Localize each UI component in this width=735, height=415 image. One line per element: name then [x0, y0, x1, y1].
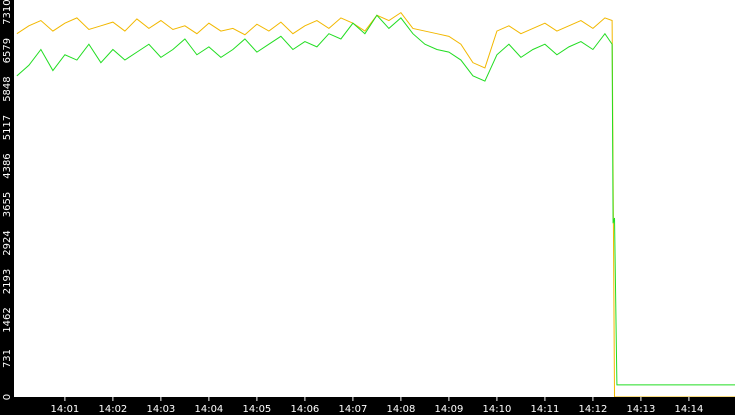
y-tick-label: 2924 — [2, 230, 13, 255]
x-tick-label: 14:08 — [386, 404, 415, 415]
x-tick-label: 14:01 — [50, 404, 79, 415]
series-line — [16, 11, 735, 398]
x-tick-label: 14:09 — [434, 404, 463, 415]
x-tick-label: 14:06 — [290, 404, 319, 415]
x-axis-bar — [0, 397, 735, 415]
x-tick-label: 14:14 — [675, 404, 704, 415]
x-tick-label: 14:11 — [530, 404, 559, 415]
y-tick-label: 6579 — [2, 38, 13, 63]
y-tick-label: 5117 — [2, 115, 13, 140]
y-tick-label: 7310 — [2, 0, 13, 25]
series-line — [16, 14, 735, 386]
y-tick-label: 5848 — [2, 76, 13, 101]
x-tick-label: 14:04 — [194, 404, 223, 415]
x-tick-label: 14:07 — [338, 404, 367, 415]
y-tick-label: 731 — [2, 349, 13, 368]
y-tick-label: 0 — [2, 394, 13, 400]
x-tick-label: 14:13 — [627, 404, 656, 415]
y-tick-label: 4386 — [2, 153, 13, 178]
y-tick-label: 3655 — [2, 192, 13, 217]
x-tick-label: 14:05 — [242, 404, 271, 415]
x-tick-label: 14:02 — [98, 404, 127, 415]
y-tick-label: 2193 — [2, 269, 13, 294]
y-tick-label: 1462 — [2, 307, 13, 332]
x-tick-label: 14:03 — [146, 404, 175, 415]
y-axis-bar — [0, 0, 14, 415]
x-tick-label: 14:12 — [578, 404, 607, 415]
x-tick-label: 14:10 — [482, 404, 511, 415]
